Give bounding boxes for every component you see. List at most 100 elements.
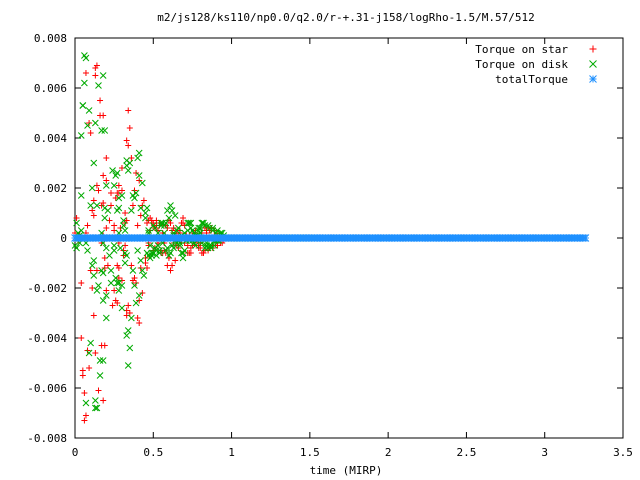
data-point	[108, 190, 115, 196]
data-point	[184, 219, 192, 227]
data-point	[82, 70, 89, 76]
data-point	[171, 212, 179, 219]
data-point	[118, 282, 126, 289]
data-point	[90, 159, 98, 167]
data-point	[81, 79, 88, 87]
data-point	[114, 300, 121, 306]
data-point	[99, 72, 107, 79]
x-axis-label: time (MIRP)	[310, 464, 383, 477]
data-point	[98, 127, 105, 134]
data-point	[87, 130, 94, 136]
data-point	[131, 187, 138, 194]
data-point	[90, 312, 97, 319]
data-point	[129, 202, 136, 209]
data-point	[104, 207, 112, 214]
data-point	[88, 262, 96, 269]
data-point	[77, 132, 85, 139]
data-point	[124, 362, 132, 369]
data-point	[129, 267, 137, 274]
data-point	[87, 202, 95, 209]
data-point	[143, 204, 151, 212]
y-tick-label: -0.006	[27, 382, 67, 395]
data-point	[109, 167, 116, 174]
data-point	[112, 274, 120, 282]
data-point	[79, 102, 87, 109]
data-point	[115, 265, 122, 271]
data-point	[137, 257, 145, 264]
data-point	[125, 142, 132, 149]
data-point	[102, 182, 110, 189]
data-point	[110, 242, 118, 249]
data-point	[138, 179, 146, 187]
data-point	[101, 127, 109, 134]
data-point	[100, 200, 107, 206]
data-point	[138, 267, 146, 274]
data-point	[92, 119, 99, 127]
data-point	[125, 302, 132, 309]
data-point	[99, 297, 107, 304]
data-point	[73, 219, 80, 227]
series-torque-on-disk	[71, 52, 318, 412]
y-tick-label: 0.008	[34, 32, 67, 45]
data-markers	[71, 52, 590, 424]
chart-title: m2/js128/ks110/np0.0/q2.0/r-+.31-j158/lo…	[157, 11, 535, 24]
y-tick-label: 0	[60, 232, 67, 245]
data-point	[120, 222, 127, 229]
data-point	[123, 252, 131, 259]
data-point	[132, 299, 140, 307]
legend: Torque on star Torque on disk totalTorque	[475, 43, 597, 86]
x-tick-label: 3.5	[613, 446, 633, 459]
data-point	[136, 320, 143, 326]
data-point	[99, 269, 107, 277]
data-point	[101, 342, 108, 349]
data-point	[122, 210, 129, 216]
data-point	[84, 347, 91, 354]
data-point	[142, 209, 149, 217]
legend-marker	[589, 75, 597, 83]
data-point	[115, 182, 122, 189]
data-point	[102, 244, 110, 252]
data-point	[96, 372, 104, 379]
data-point	[121, 259, 129, 267]
data-point	[100, 112, 107, 119]
data-point	[93, 404, 101, 412]
data-point	[192, 242, 199, 249]
data-point	[102, 314, 110, 322]
data-point	[78, 280, 85, 286]
data-point	[84, 247, 91, 254]
data-point	[174, 224, 182, 232]
data-point	[118, 304, 126, 312]
data-point	[118, 192, 126, 199]
data-point	[108, 202, 115, 209]
data-point	[132, 189, 140, 197]
data-point	[181, 247, 188, 254]
data-point	[102, 292, 110, 299]
data-point	[167, 249, 174, 257]
data-point	[82, 399, 90, 407]
data-point	[99, 357, 107, 364]
data-point	[156, 247, 163, 254]
data-point	[112, 195, 119, 201]
x-tick-label: 1.5	[300, 446, 320, 459]
data-point	[118, 187, 125, 194]
y-tick-label: -0.004	[27, 332, 67, 345]
data-point	[146, 242, 154, 249]
data-point	[95, 187, 102, 194]
data-point	[135, 172, 143, 179]
data-point	[134, 222, 141, 229]
data-point	[113, 169, 121, 177]
data-point	[95, 387, 102, 394]
data-point	[96, 357, 104, 364]
legend-label: totalTorque	[495, 73, 568, 86]
data-point	[134, 315, 141, 321]
data-point	[175, 245, 182, 251]
data-point	[196, 224, 204, 232]
x-tick-label: 3	[541, 446, 548, 459]
data-point	[79, 367, 86, 374]
data-point	[82, 412, 89, 419]
data-point	[93, 267, 100, 274]
data-point	[134, 154, 141, 162]
data-point	[126, 310, 133, 316]
data-point	[86, 120, 93, 126]
y-tick-label: 0.002	[34, 182, 67, 195]
